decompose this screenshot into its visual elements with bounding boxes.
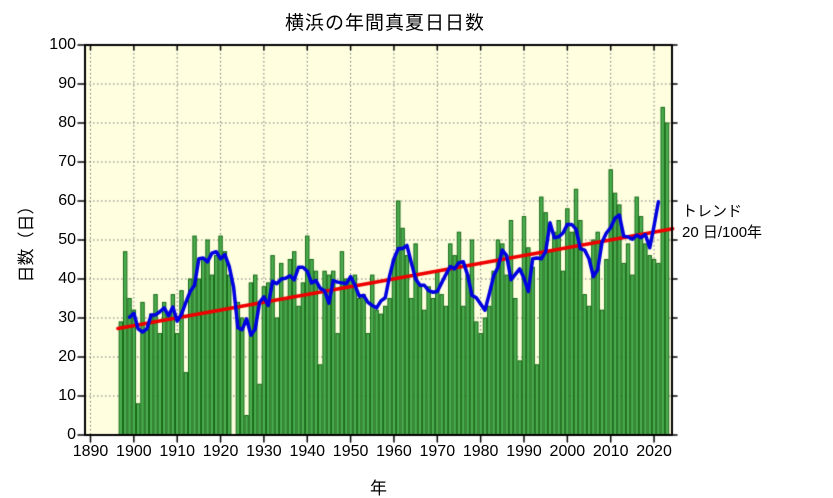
- x-axis-title: 年: [370, 479, 387, 498]
- x-tick-label: 1980: [462, 443, 499, 460]
- y-tick-label: 0: [67, 426, 76, 443]
- x-tick-label: 2010: [592, 443, 629, 460]
- trend-annotation-line2: 20 日/100年: [682, 224, 763, 241]
- x-tick-label: 1920: [202, 443, 239, 460]
- y-tick-label: 50: [58, 231, 76, 248]
- y-tick-label: 80: [58, 114, 76, 131]
- y-tick-label: 100: [49, 36, 76, 53]
- y-tick-label: 40: [58, 270, 76, 287]
- y-tick-label: 90: [58, 75, 76, 92]
- x-tick-label: 1940: [289, 443, 326, 460]
- trend-annotation: トレンド 20 日/100年: [682, 201, 762, 243]
- y-tick-label: 20: [58, 348, 76, 365]
- x-tick-label: 1890: [72, 443, 109, 460]
- x-tick-label: 1970: [419, 443, 456, 460]
- x-tick-label: 1950: [332, 443, 369, 460]
- y-axis-title: 日数（日）: [17, 197, 36, 283]
- x-tick-label: 1900: [116, 443, 152, 460]
- y-tick-label: 10: [58, 387, 76, 404]
- chart-title: 横浜の年間真夏日日数: [284, 13, 485, 34]
- y-tick-label: 60: [58, 192, 76, 209]
- x-tick-label: 1930: [246, 443, 282, 460]
- x-tick-label: 2020: [636, 443, 672, 460]
- trend-annotation-line1: トレンド: [682, 203, 743, 220]
- y-tick-label: 70: [58, 153, 76, 170]
- x-tick-label: 1990: [506, 443, 542, 460]
- x-tick-label: 2000: [549, 443, 586, 460]
- x-tick-label: 1910: [159, 443, 195, 460]
- y-tick-label: 30: [58, 309, 76, 326]
- x-tick-label: 1960: [376, 443, 412, 460]
